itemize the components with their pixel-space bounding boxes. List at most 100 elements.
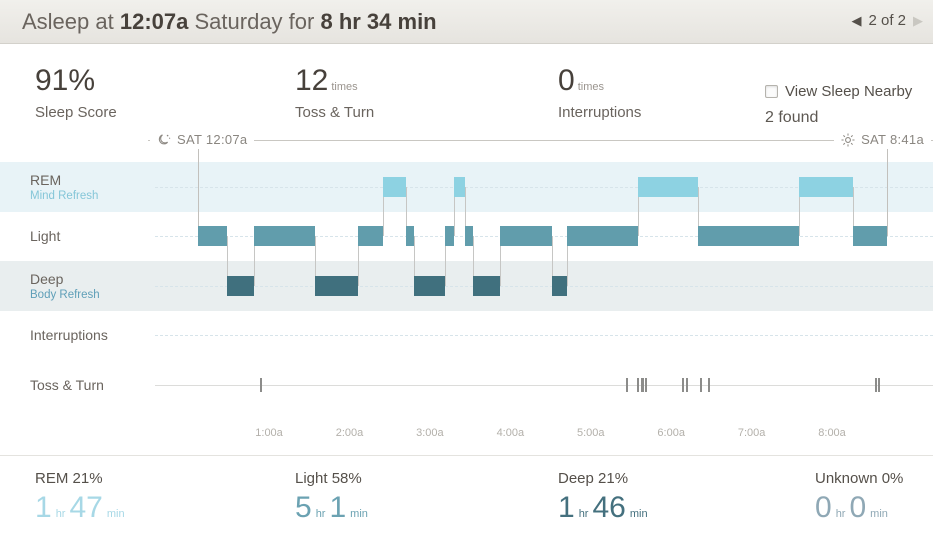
sleep-end-line [887, 149, 888, 237]
axis-hour-label: 3:00a [416, 427, 444, 439]
summary-deep: Deep 21% 1 hr 46 min [558, 470, 652, 523]
axis-hour-label: 6:00a [657, 427, 685, 439]
sleep-start-label: SAT 12:07a [177, 132, 248, 147]
summary-unknown-label: Unknown 0% [815, 470, 904, 487]
sleep-segment-rem[interactable] [382, 176, 406, 197]
row-label-text: Interruptions [30, 327, 108, 344]
view-sleep-nearby-toggle[interactable]: View Sleep Nearby [765, 83, 912, 100]
toss-turn-tick [644, 377, 647, 392]
view-sleep-nearby-checkbox[interactable] [765, 85, 778, 98]
stage-transition-line [697, 186, 699, 237]
stage-transition-line [499, 236, 501, 286]
toss-turn-tick [686, 377, 689, 392]
stat-toss-turn: 12 times Toss & Turn [295, 64, 374, 122]
summary-light-duration: 5 hr 1 min [295, 491, 368, 524]
stage-transition-line [382, 186, 384, 237]
nearby-found-count: 2 found [765, 109, 819, 126]
sleep-score-value: 91% [35, 64, 96, 97]
sleep-segment-light[interactable] [405, 226, 414, 247]
axis-hour-label: 8:00a [818, 427, 846, 439]
pagination-label: 2 of 2 [868, 12, 906, 29]
page-title: Asleep at 12:07a Saturday for 8 hr 34 mi… [22, 9, 437, 35]
toss-turn-tick [699, 377, 702, 392]
toss-turn-tick [875, 377, 878, 392]
stage-transition-line [798, 186, 800, 237]
toss-turn-value: 12 [295, 64, 329, 97]
stage-transition-line [637, 186, 639, 237]
row-label-toss: Toss & Turn [30, 360, 104, 410]
sleep-end-label: SAT 8:41a [861, 132, 924, 147]
title-duration: 8 hr 34 min [320, 9, 437, 34]
row-sublabel-text: Body Refresh [30, 288, 100, 301]
summary-rem-duration: 1 hr 47 min [35, 491, 125, 524]
toss-turn-tick [625, 377, 628, 392]
sleep-segment-deep[interactable] [227, 275, 255, 296]
row-label-text: Deep [30, 270, 64, 287]
sleep-segment-light[interactable] [357, 226, 383, 247]
stage-transition-line [314, 236, 316, 286]
axis-hour-label: 5:00a [576, 427, 605, 439]
stat-sleep-score: 91% Sleep Score [35, 64, 117, 122]
sleep-end-marker: SAT 8:41a [834, 132, 931, 147]
stage-transition-line [444, 236, 446, 286]
row-label-interruptions: Interruptions [30, 311, 108, 361]
view-sleep-nearby: View Sleep Nearby 2 found [765, 83, 912, 127]
toss-turn-tick [707, 377, 710, 392]
sleep-segment-light[interactable] [464, 226, 473, 247]
summary-deep-label: Deep 21% [558, 470, 629, 487]
sleep-segment-light[interactable] [499, 226, 552, 247]
stage-transition-line [853, 186, 855, 237]
row-midline-toss [155, 384, 933, 386]
sleep-segment-rem[interactable] [798, 176, 854, 197]
sleep-segment-light[interactable] [444, 226, 455, 247]
stage-transition-line [464, 186, 466, 237]
axis-hour-label: 1:00a [255, 427, 283, 439]
row-midline-deep [155, 285, 933, 287]
stage-transition-line [472, 236, 474, 286]
timeline-top-line [148, 140, 933, 141]
stage-transition-line [357, 236, 359, 286]
sleep-segment-light[interactable] [198, 226, 228, 247]
sleep-segment-rem[interactable] [637, 176, 698, 197]
sun-icon [841, 133, 855, 146]
row-midline-interruptions [155, 335, 933, 337]
sleep-segment-light[interactable] [566, 226, 638, 247]
next-page-arrow-icon[interactable]: ▶ [913, 13, 923, 28]
row-sublabel-text: Mind Refresh [30, 189, 99, 202]
stage-transition-line [413, 236, 415, 286]
sleep-segment-deep[interactable] [413, 275, 445, 296]
sleep-segment-deep[interactable] [472, 275, 500, 296]
previous-page-arrow-icon[interactable]: ◀ [851, 13, 862, 28]
pagination: ◀ 2 of 2 ▶ [851, 12, 923, 29]
sleep-start-marker: SAT 12:07a [150, 132, 255, 147]
row-label-text: Toss & Turn [30, 376, 104, 393]
stat-interruptions: 0 times Interruptions [558, 64, 642, 122]
sleep-segment-light[interactable] [254, 226, 315, 247]
sleep-score-label: Sleep Score [35, 104, 117, 121]
toss-turn-tick [642, 377, 645, 392]
view-sleep-nearby-label: View Sleep Nearby [785, 83, 913, 100]
toss-turn-tick [636, 377, 639, 392]
title-sleep-time: 12:07a [119, 9, 189, 34]
sleep-segment-light[interactable] [697, 226, 799, 247]
sleep-segment-deep[interactable] [551, 275, 567, 296]
stage-transition-line [254, 236, 256, 286]
stage-summary-bar: REM 21% 1 hr 47 min Light 58% 5 hr 1 min Deep … [0, 455, 933, 533]
summary-light: Light 58% 5 hr 1 min [295, 470, 372, 523]
toss-turn-tick [877, 377, 880, 392]
row-label-deep: Deep Body Refresh [30, 261, 100, 311]
title-prefix: Asleep at [22, 9, 114, 34]
header-bar: Asleep at 12:07a Saturday for 8 hr 34 mi… [0, 0, 933, 44]
sleep-segment-deep[interactable] [314, 275, 358, 296]
sleep-segment-light[interactable] [853, 226, 887, 247]
sleep-segment-rem[interactable] [454, 176, 465, 197]
row-label-light: Light [30, 212, 60, 262]
stage-transition-line [405, 186, 407, 237]
interruptions-value: 0 [558, 64, 575, 97]
toss-turn-tick [682, 377, 685, 392]
interruptions-label: Interruptions [558, 104, 642, 121]
title-middle: Saturday for [194, 9, 315, 34]
stage-transition-line [566, 236, 568, 286]
moon-icon [158, 133, 171, 144]
